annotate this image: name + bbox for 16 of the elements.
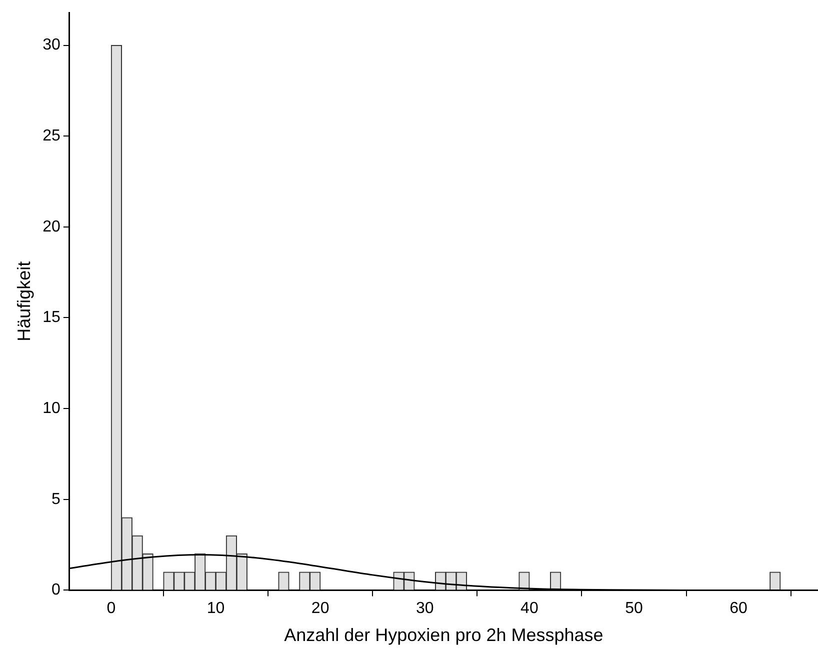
y-axis-title: Häufigkeit (14, 261, 34, 342)
x-tick-label: 30 (416, 600, 434, 618)
x-tick-label: 0 (106, 600, 116, 618)
x-tick-label: 10 (206, 600, 225, 618)
x-tick-label: 20 (311, 600, 330, 618)
y-tick-label: 5 (51, 490, 60, 508)
x-tick-label: 60 (730, 600, 748, 618)
y-tick-label: 0 (51, 582, 60, 599)
y-tick-label: 15 (42, 309, 60, 326)
x-tick-label: 40 (520, 600, 538, 618)
y-tick-label: 20 (42, 218, 60, 236)
y-tick-label: 10 (42, 400, 60, 417)
x-tick-label: 50 (625, 600, 643, 618)
y-tick-label: 30 (42, 36, 60, 54)
y-tick-label: 25 (42, 128, 60, 145)
x-axis-title: Anzahl der Hypoxien pro 2h Messphase (284, 625, 604, 646)
